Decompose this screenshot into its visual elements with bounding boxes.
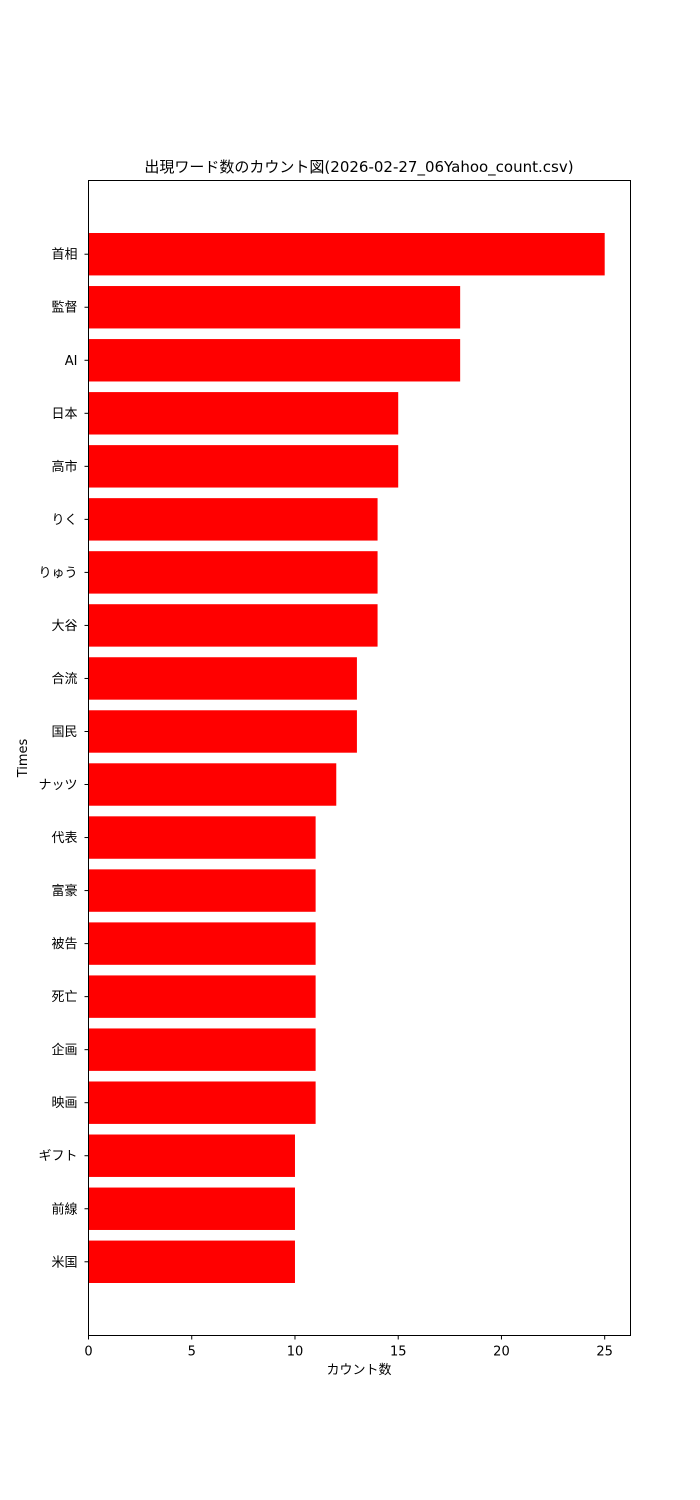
plot-frame xyxy=(88,180,631,1336)
y-tick-label: 前線 xyxy=(51,1201,77,1217)
y-tick-label: 高市 xyxy=(51,459,77,475)
bar-2 xyxy=(88,339,461,382)
x-tick-label: 10 xyxy=(287,1345,304,1360)
bar-5 xyxy=(88,498,378,541)
bar-11 xyxy=(88,816,316,859)
y-tick-label: 監督 xyxy=(51,300,77,316)
x-tick-label: 0 xyxy=(84,1345,92,1360)
x-tick-label: 20 xyxy=(493,1345,510,1360)
bar-3 xyxy=(88,392,399,435)
bar-19 xyxy=(88,1240,295,1283)
y-tick-label: 死亡 xyxy=(51,990,77,1005)
bar-9 xyxy=(88,710,357,753)
y-tick-label: ナッツ xyxy=(38,778,77,793)
bar-18 xyxy=(88,1187,295,1230)
bar-0 xyxy=(88,233,605,276)
bar-10 xyxy=(88,763,337,806)
bar-8 xyxy=(88,657,357,700)
x-tick-label: 25 xyxy=(596,1345,613,1360)
y-tick-label: 企画 xyxy=(51,1042,77,1058)
bar-16 xyxy=(88,1081,316,1124)
y-tick-label: りゅう xyxy=(38,566,77,581)
bar-1 xyxy=(88,286,461,329)
y-tick-label: 映画 xyxy=(51,1096,77,1111)
bar-7 xyxy=(88,604,378,647)
y-tick-label: 被告 xyxy=(51,937,77,952)
y-tick-label: 米国 xyxy=(51,1255,77,1270)
y-tick-label: 大谷 xyxy=(51,619,77,634)
bar-15 xyxy=(88,1028,316,1071)
x-axis-label: カウント数 xyxy=(326,1363,391,1378)
bar-6 xyxy=(88,551,378,594)
bar-4 xyxy=(88,445,399,488)
y-axis-label: Times xyxy=(16,738,31,778)
bar-13 xyxy=(88,922,316,965)
bar-14 xyxy=(88,975,316,1018)
y-tick-label: AI xyxy=(65,354,78,369)
y-tick-label: 日本 xyxy=(51,407,77,422)
bar-12 xyxy=(88,869,316,912)
y-tick-label: ギフト xyxy=(38,1149,77,1164)
y-tick-label: 首相 xyxy=(51,248,77,263)
y-tick-label: 合流 xyxy=(51,672,77,687)
chart-title: 出現ワード数のカウント図(2026-02-27_06Yahoo_count.cs… xyxy=(144,158,573,177)
y-tick-label: 富豪 xyxy=(51,883,77,899)
x-tick-label: 5 xyxy=(188,1345,196,1360)
bar-17 xyxy=(88,1134,295,1177)
y-tick-label: りく xyxy=(51,513,77,528)
x-tick-label: 15 xyxy=(390,1345,407,1360)
y-tick-label: 国民 xyxy=(51,725,77,740)
y-tick-label: 代表 xyxy=(51,831,77,846)
